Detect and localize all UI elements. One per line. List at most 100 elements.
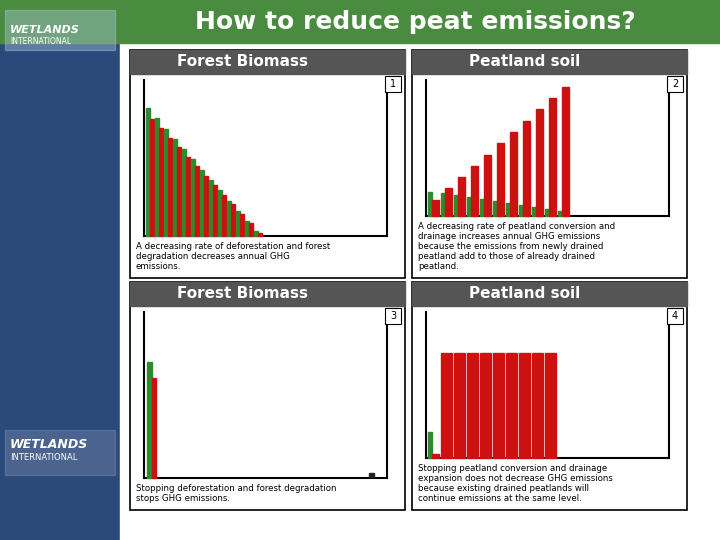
Bar <box>467 353 478 458</box>
Text: Forest Biomass: Forest Biomass <box>177 287 308 301</box>
Bar <box>130 50 405 278</box>
Bar <box>168 138 171 236</box>
Text: WETLANDS: WETLANDS <box>10 25 80 35</box>
Bar <box>454 195 459 216</box>
Text: Forest Biomass: Forest Biomass <box>177 55 308 70</box>
Bar <box>412 50 687 74</box>
Text: because existing drained peatlands will: because existing drained peatlands will <box>418 484 589 493</box>
Text: Stopping deforestation and forest degradation: Stopping deforestation and forest degrad… <box>136 484 336 493</box>
Bar <box>562 87 569 216</box>
Text: expansion does not decrease GHG emissions: expansion does not decrease GHG emission… <box>418 474 613 483</box>
Bar <box>212 185 217 236</box>
Text: stops GHG emissions.: stops GHG emissions. <box>136 494 230 503</box>
Bar <box>130 50 405 74</box>
Bar <box>240 214 243 236</box>
Bar <box>441 193 446 216</box>
Text: Peatland soil: Peatland soil <box>469 55 580 70</box>
Bar <box>0 0 120 540</box>
Bar <box>254 231 258 236</box>
Bar <box>385 308 401 324</box>
Text: 4: 4 <box>672 311 678 321</box>
Bar <box>155 118 158 236</box>
Text: drainage increases annual GHG emissions: drainage increases annual GHG emissions <box>418 232 600 241</box>
Bar <box>222 195 225 236</box>
Bar <box>0 0 720 43</box>
Bar <box>248 224 253 236</box>
Bar <box>385 76 401 92</box>
Bar <box>412 50 687 278</box>
Bar <box>523 120 530 216</box>
Bar <box>506 203 510 216</box>
Text: INTERNATIONAL: INTERNATIONAL <box>10 454 77 462</box>
Bar <box>130 282 405 306</box>
Bar <box>200 170 204 236</box>
Bar <box>236 211 240 236</box>
Bar <box>510 132 517 216</box>
Bar <box>186 157 189 236</box>
Bar <box>130 282 405 510</box>
Bar <box>545 353 556 458</box>
Bar <box>472 166 478 216</box>
Bar <box>182 149 186 236</box>
Bar <box>493 353 504 458</box>
Bar <box>667 308 683 324</box>
Text: WETLANDS: WETLANDS <box>10 437 89 450</box>
Bar <box>245 221 248 236</box>
Bar <box>191 159 194 236</box>
Text: peatland add to those of already drained: peatland add to those of already drained <box>418 252 595 261</box>
Bar <box>173 139 176 236</box>
Text: Peatland soil: Peatland soil <box>469 287 580 301</box>
Bar <box>493 201 498 216</box>
Bar <box>369 473 374 477</box>
Bar <box>147 362 151 478</box>
Bar <box>549 98 556 216</box>
Bar <box>194 166 199 236</box>
Text: Stopping peatland conversion and drainage: Stopping peatland conversion and drainag… <box>418 464 607 473</box>
Bar <box>498 143 504 216</box>
Text: How to reduce peat emissions?: How to reduce peat emissions? <box>194 10 635 34</box>
Bar <box>227 200 230 236</box>
Text: because the emissions from newly drained: because the emissions from newly drained <box>418 242 603 251</box>
Bar <box>176 147 181 236</box>
Text: continue emissions at the same level.: continue emissions at the same level. <box>418 494 582 503</box>
Bar <box>446 188 452 216</box>
Text: 1: 1 <box>390 79 396 89</box>
Bar <box>480 199 485 216</box>
Bar <box>558 211 562 216</box>
Bar <box>433 200 439 216</box>
Bar <box>667 76 683 92</box>
Bar <box>454 353 465 458</box>
Bar <box>532 207 536 216</box>
Bar <box>230 205 235 236</box>
Bar <box>5 10 115 50</box>
Text: A decreasing rate of peatland conversion and: A decreasing rate of peatland conversion… <box>418 222 615 231</box>
Bar <box>209 180 212 236</box>
Text: peatland.: peatland. <box>418 262 459 271</box>
Bar <box>536 110 543 216</box>
Bar <box>506 353 517 458</box>
Text: degradation decreases annual GHG: degradation decreases annual GHG <box>136 252 290 261</box>
Bar <box>218 190 222 236</box>
Bar <box>532 353 543 458</box>
Bar <box>146 108 150 236</box>
Bar <box>151 379 156 478</box>
Bar <box>519 353 530 458</box>
Bar <box>158 129 163 236</box>
Text: 3: 3 <box>390 311 396 321</box>
Bar <box>441 353 452 458</box>
Bar <box>164 129 168 236</box>
Bar <box>480 353 491 458</box>
Bar <box>545 208 549 216</box>
Bar <box>428 192 433 216</box>
Bar <box>5 430 115 475</box>
Bar <box>412 282 687 306</box>
Bar <box>485 154 491 216</box>
Text: INTERNATIONAL: INTERNATIONAL <box>10 37 71 46</box>
Bar <box>412 282 687 510</box>
Bar <box>519 205 523 216</box>
Text: 2: 2 <box>672 79 678 89</box>
Bar <box>120 43 720 540</box>
Bar <box>428 431 433 458</box>
Text: A decreasing rate of deforestation and forest: A decreasing rate of deforestation and f… <box>136 242 330 251</box>
Bar <box>204 176 207 236</box>
